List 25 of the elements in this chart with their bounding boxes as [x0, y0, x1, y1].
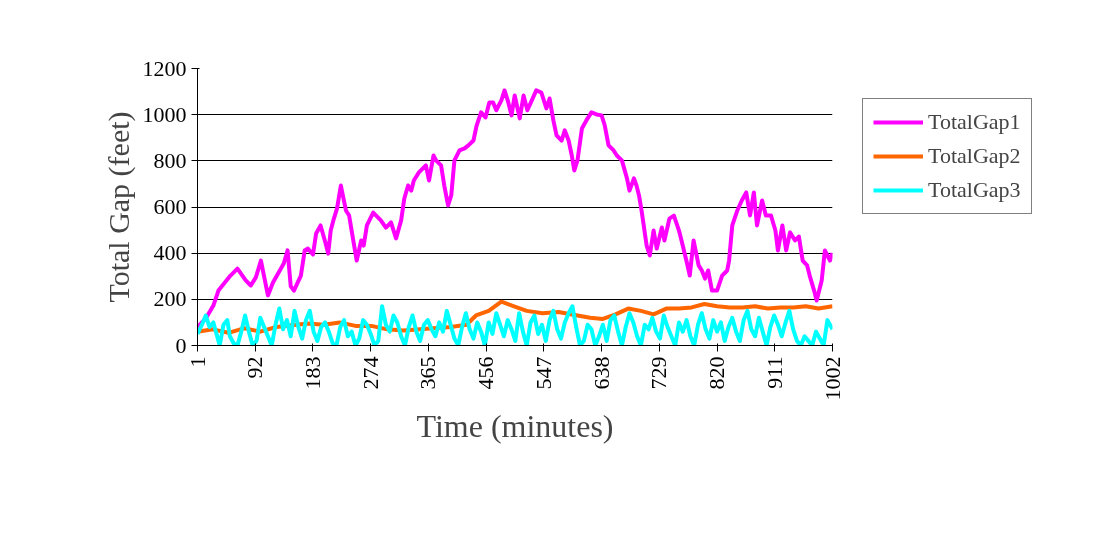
x-tick-label: 729	[646, 356, 672, 390]
x-tick-label: 365	[415, 356, 441, 390]
x-tick-label: 638	[588, 356, 614, 390]
x-tick-label: 1	[184, 356, 210, 368]
x-tick-label: 183	[299, 356, 325, 390]
y-tick-label: 600	[153, 194, 187, 219]
x-tick-label: 820	[704, 356, 730, 390]
x-tick-label: 92	[242, 356, 268, 379]
x-tick-label: 456	[473, 356, 499, 390]
legend-label: TotalGap1	[928, 109, 1021, 135]
y-tick-label: 1000	[142, 101, 187, 127]
x-tick-label: 547	[530, 356, 556, 390]
y-tick-label: 400	[153, 240, 187, 266]
y-tick-label: 0	[175, 332, 187, 358]
x-tick-label: 1002	[819, 356, 845, 401]
x-axis-title: Time (minutes)	[416, 408, 614, 445]
y-axis-title: Total Gap (feet)	[101, 111, 136, 303]
line-series	[197, 88, 833, 330]
y-tick-label: 1200	[142, 55, 187, 81]
x-tick-label: 911	[761, 356, 787, 389]
y-tick-label: 200	[153, 286, 187, 312]
x-tick-label: 274	[357, 356, 383, 390]
y-tick-label: 800	[153, 147, 187, 173]
legend-label: TotalGap2	[928, 143, 1021, 169]
legend-label: TotalGap3	[928, 177, 1021, 203]
